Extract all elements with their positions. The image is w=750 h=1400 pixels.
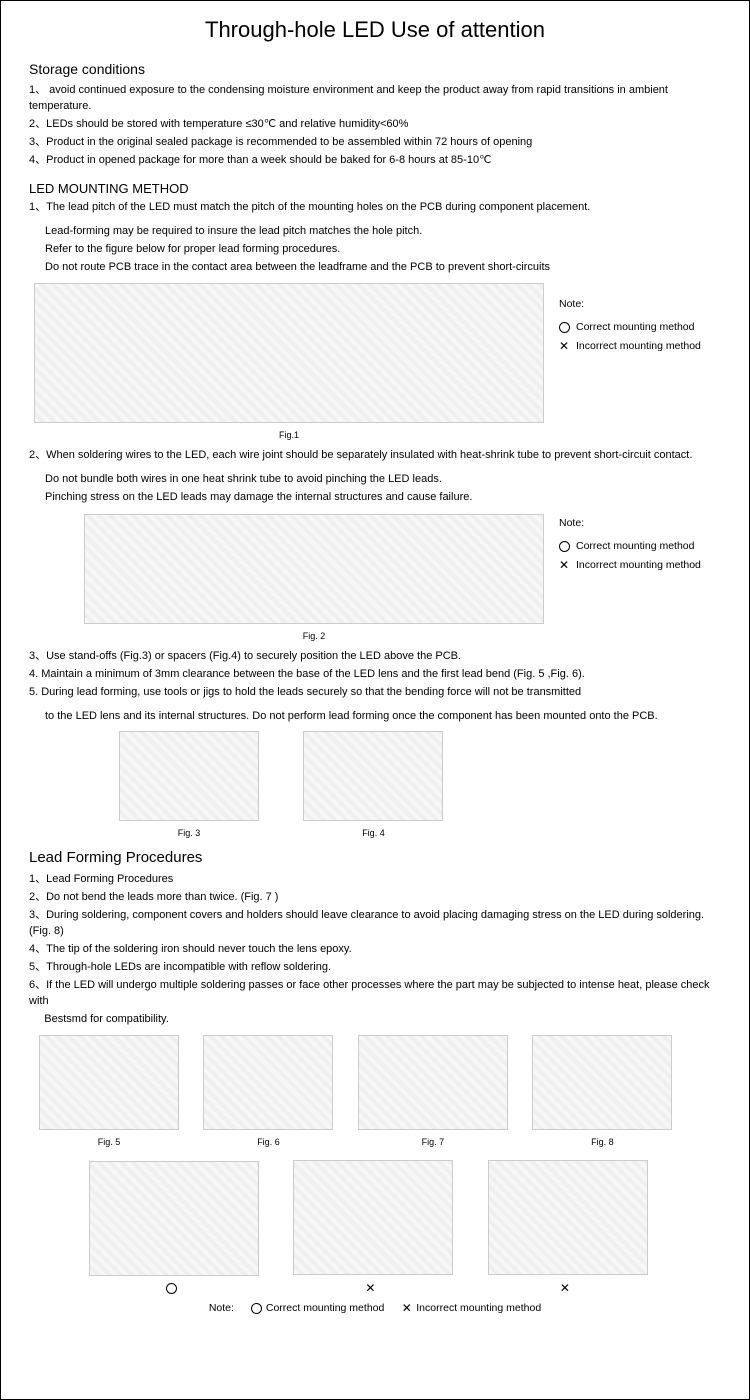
note-box-2: Note: Correct mounting method ✕Incorrect… [559, 514, 701, 575]
fig2-placeholder [84, 514, 544, 624]
note-title: Note: [559, 514, 701, 533]
mounting-heading: LED MOUNTING METHOD [29, 181, 721, 196]
fig8-placeholder [532, 1035, 672, 1130]
note-title: Note: [559, 295, 701, 314]
mounting-sub-line: Pinching stress on the LED leads may dam… [45, 490, 721, 506]
bottom-note-correct: Correct mounting method [266, 1302, 384, 1314]
leadforming-item: 6、If the LED will undergo multiple solde… [29, 978, 721, 1010]
bottom-note-incorrect: Incorrect mounting method [416, 1302, 541, 1314]
storage-item: 4、Product in opened package for more tha… [29, 153, 721, 169]
holder-fig1-mark [89, 1283, 259, 1294]
fig3-4-block: Fig. 3 Fig. 4 [119, 731, 721, 841]
fig3-caption: Fig. 3 [119, 828, 259, 838]
fig1-caption: Fig.1 [29, 430, 549, 440]
leadforming-item: 2、Do not bend the leads more than twice.… [29, 890, 721, 906]
mounting-item-1: 1、The lead pitch of the LED must match t… [29, 200, 721, 216]
storage-heading: Storage conditions [29, 61, 721, 77]
fig5-placeholder [39, 1035, 179, 1130]
note-correct: Correct mounting method [559, 318, 701, 337]
fig4-caption: Fig. 4 [303, 828, 443, 838]
fig5-caption: Fig. 5 [39, 1137, 179, 1147]
circle-icon [559, 541, 570, 552]
mounting-item-3: 3、Use stand-offs (Fig.3) or spacers (Fig… [29, 649, 721, 665]
fig8-caption: Fig. 8 [532, 1137, 672, 1147]
fig2-row: Fig. 2 Note: Correct mounting method ✕In… [29, 508, 721, 647]
mounting-list: 1、The lead pitch of the LED must match t… [29, 200, 721, 216]
circle-icon [559, 322, 570, 333]
mounting-item5-sub: to the LED lens and its internal structu… [45, 709, 721, 725]
x-icon: ✕ [365, 1282, 376, 1294]
mounting-item1-sub: Lead-forming may be required to insure t… [45, 224, 721, 276]
x-icon: ✕ [401, 1302, 412, 1314]
fig1-row: Fig.1 Note: Correct mounting method ✕Inc… [29, 277, 721, 446]
leadforming-list: 1、Lead Forming Procedures 2、Do not bend … [29, 872, 721, 1027]
mounting-sub-line: Refer to the figure below for proper lea… [45, 242, 721, 258]
fig2-figure: Fig. 2 [79, 514, 549, 641]
circle-icon [251, 1303, 262, 1314]
document-page: Through-hole LED Use of attention Storag… [0, 0, 750, 1400]
fig4-placeholder [303, 731, 443, 821]
fig7-placeholder [358, 1035, 508, 1130]
holder-fig2-mark: ✕ [293, 1282, 453, 1294]
storage-item: 2、LEDs should be stored with temperature… [29, 117, 721, 133]
mounting-list-3: 3、Use stand-offs (Fig.3) or spacers (Fig… [29, 649, 721, 701]
mounting-sub-line: Do not route PCB trace in the contact ar… [45, 260, 721, 276]
leadforming-item: 5、Through-hole LEDs are incompatible wit… [29, 960, 721, 976]
holder-fig2-placeholder [293, 1160, 453, 1275]
mounting-item2-sub: Do not bundle both wires in one heat shr… [45, 472, 721, 506]
storage-list: 1、 avoid continued exposure to the conde… [29, 83, 721, 169]
page-title: Through-hole LED Use of attention [29, 17, 721, 43]
storage-item: 3、Product in the original sealed package… [29, 135, 721, 151]
leadforming-item: 4、The tip of the soldering iron should n… [29, 942, 721, 958]
leadforming-heading: Lead Forming Procedures [29, 849, 721, 866]
mounting-sub-line: to the LED lens and its internal structu… [45, 709, 721, 725]
x-icon: ✕ [559, 1282, 570, 1294]
note-correct: Correct mounting method [559, 537, 701, 556]
fig6-placeholder [203, 1035, 333, 1130]
bottom-note: Note: Correct mounting method ✕ Incorrect… [29, 1302, 721, 1314]
bottom-note-label: Note: [209, 1302, 234, 1314]
fig6-caption: Fig. 6 [203, 1137, 333, 1147]
fig7-caption: Fig. 7 [358, 1137, 508, 1147]
mounting-sub-line: Lead-forming may be required to insure t… [45, 224, 721, 240]
mounting-item-2: 2、When soldering wires to the LED, each … [29, 448, 721, 464]
storage-item: 1、 avoid continued exposure to the conde… [29, 83, 721, 115]
mounting-item-4: 4. Maintain a minimum of 3mm clearance b… [29, 667, 721, 683]
mounting-list-2: 2、When soldering wires to the LED, each … [29, 448, 721, 464]
note-incorrect: ✕Incorrect mounting method [559, 556, 701, 575]
holder-fig3-mark: ✕ [488, 1282, 648, 1294]
fig1-figure: Fig.1 [29, 283, 549, 440]
fig1-placeholder [34, 283, 544, 423]
fig3-placeholder [119, 731, 259, 821]
note-box-1: Note: Correct mounting method ✕Incorrect… [559, 295, 701, 356]
x-icon: ✕ [559, 559, 570, 571]
mounting-sub-line: Do not bundle both wires in one heat shr… [45, 472, 721, 488]
fig5-8-block: Fig. 5 Fig. 6 Fig. 7 Fig. 8 [39, 1035, 721, 1150]
leadforming-item: 3、During soldering, component covers and… [29, 908, 721, 940]
x-icon: ✕ [559, 340, 570, 352]
mounting-item-5: 5. During lead forming, use tools or jig… [29, 685, 721, 701]
fig2-caption: Fig. 2 [79, 631, 549, 641]
holder-fig1-placeholder [89, 1161, 259, 1276]
holder-fig3-placeholder [488, 1160, 648, 1275]
circle-icon [166, 1283, 177, 1294]
leadforming-item: 1、Lead Forming Procedures [29, 872, 721, 888]
note-incorrect: ✕Incorrect mounting method [559, 337, 701, 356]
leadforming-item: Bestsmd for compatibility. [29, 1012, 721, 1028]
holder-figs-block: ✕ ✕ [89, 1160, 721, 1295]
